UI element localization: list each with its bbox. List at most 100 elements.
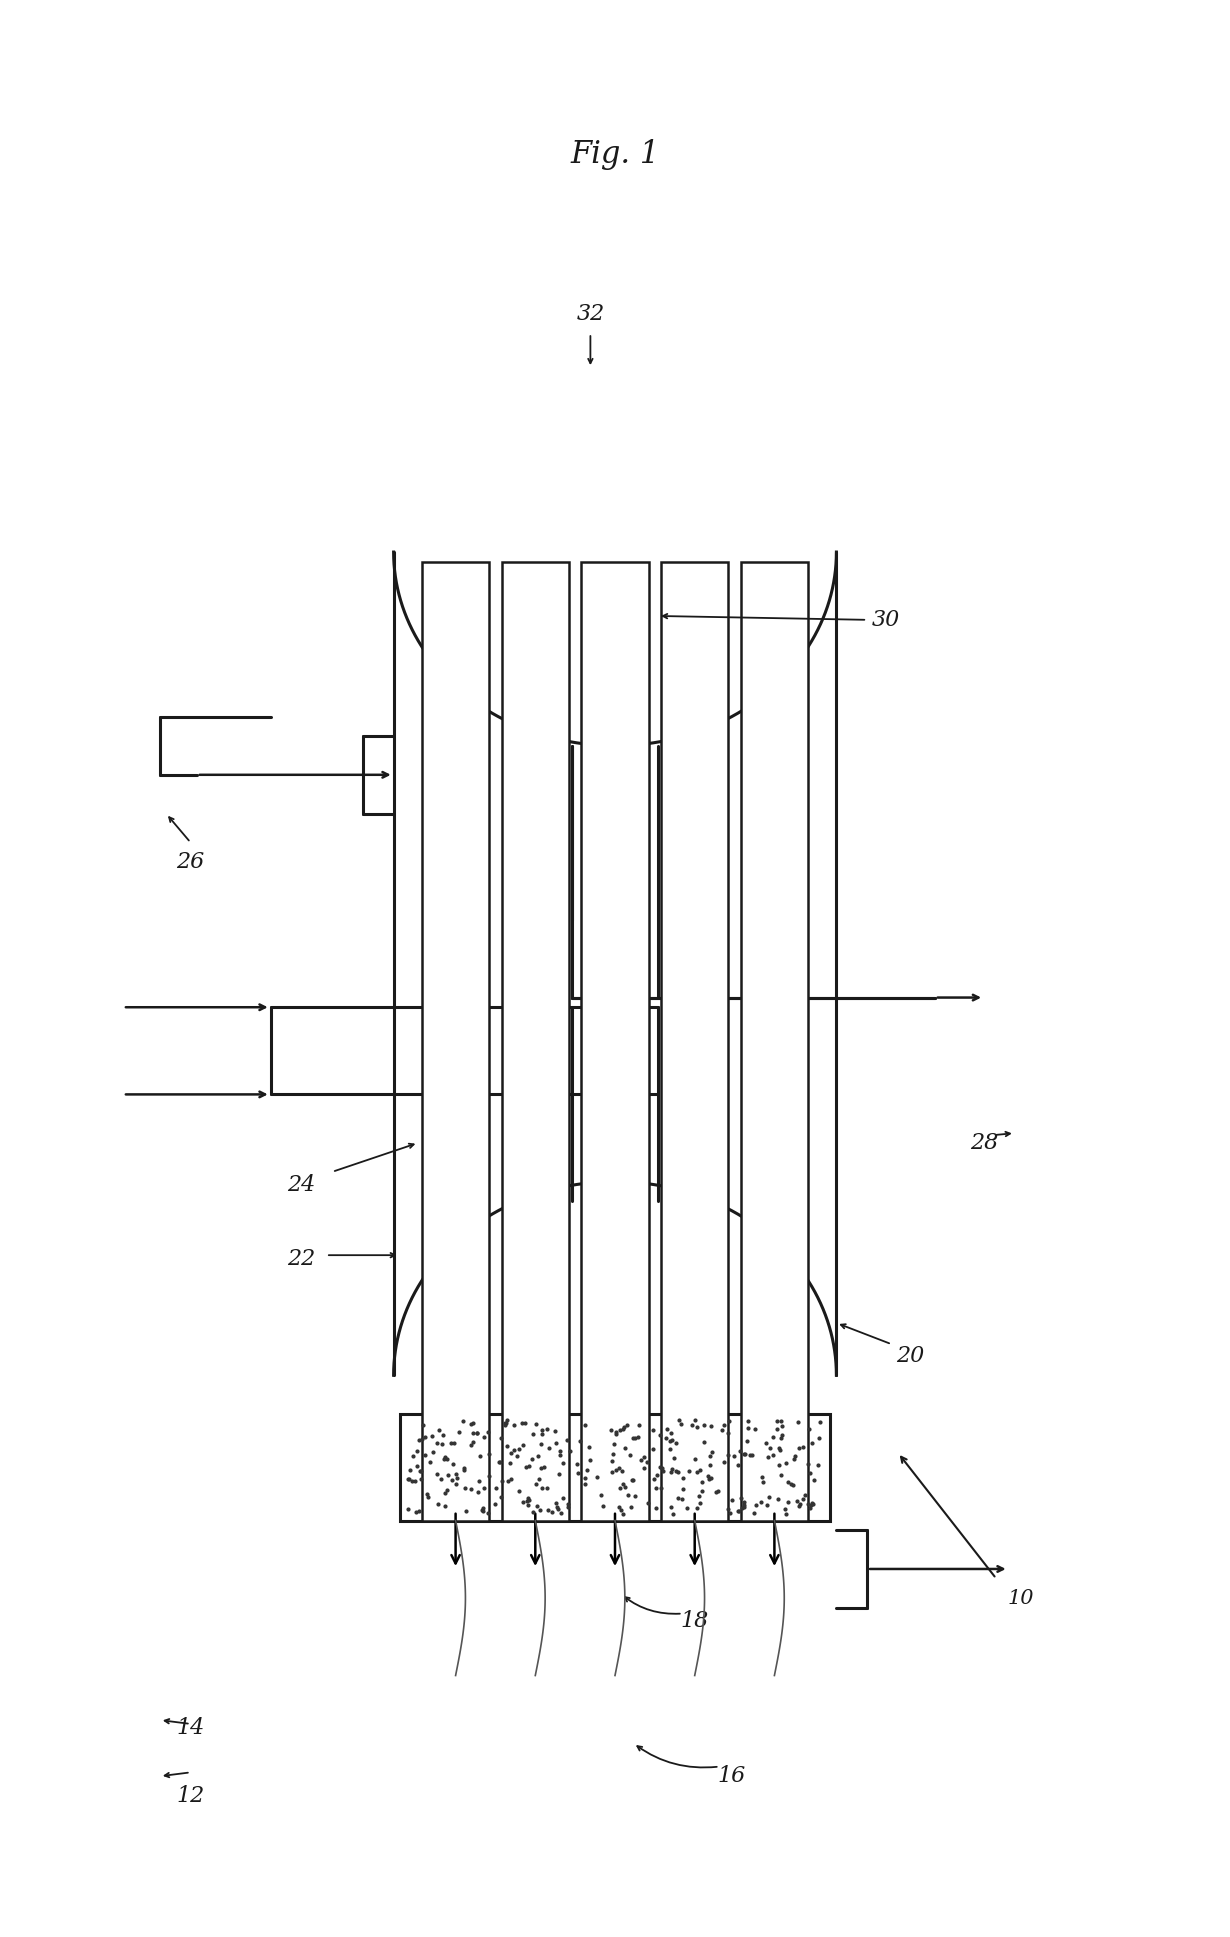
Point <box>691 1466 711 1497</box>
Point <box>638 1488 658 1519</box>
Point <box>801 1459 820 1490</box>
Point <box>437 1474 456 1505</box>
Point <box>688 1412 707 1443</box>
Point <box>609 1453 629 1484</box>
Point <box>785 1441 804 1472</box>
Point <box>538 1472 557 1503</box>
Point <box>423 1437 443 1468</box>
Point <box>571 1426 590 1457</box>
Point <box>561 1435 581 1466</box>
Point <box>763 1439 782 1470</box>
Point <box>647 1459 667 1490</box>
FancyBboxPatch shape <box>594 746 637 794</box>
Point <box>769 1484 788 1515</box>
Point <box>480 1439 499 1470</box>
Point <box>496 1410 515 1441</box>
Point <box>626 1422 646 1453</box>
Point <box>661 1418 680 1449</box>
Point <box>803 1488 823 1519</box>
Point <box>611 1495 631 1526</box>
Point <box>529 1441 549 1472</box>
Point <box>745 1490 765 1521</box>
Point <box>437 1443 456 1474</box>
Text: 10: 10 <box>1007 1588 1034 1608</box>
Point <box>574 1410 594 1441</box>
Point <box>418 1482 438 1513</box>
Point <box>694 1426 713 1457</box>
Point <box>415 1422 434 1453</box>
Point <box>444 1428 464 1459</box>
Point <box>692 1476 712 1507</box>
Point <box>519 1451 539 1482</box>
Point <box>743 1439 763 1470</box>
Point <box>769 1431 788 1462</box>
Point <box>795 1480 814 1511</box>
Point <box>411 1457 430 1488</box>
Point <box>643 1433 663 1464</box>
Point <box>515 1451 535 1482</box>
Point <box>610 1472 630 1503</box>
Point <box>456 1495 476 1526</box>
Point <box>509 1433 529 1464</box>
Point <box>734 1486 754 1517</box>
Point <box>734 1439 754 1470</box>
Point <box>734 1439 754 1470</box>
Point <box>490 1447 509 1478</box>
Point <box>665 1455 685 1486</box>
Point <box>461 1430 481 1460</box>
Point <box>433 1420 453 1451</box>
Point <box>497 1404 517 1435</box>
Point <box>504 1410 524 1441</box>
Point <box>533 1472 552 1503</box>
Point <box>550 1459 569 1490</box>
Point <box>574 1468 594 1499</box>
Point <box>756 1490 776 1521</box>
Point <box>700 1441 720 1472</box>
Text: 26: 26 <box>177 850 204 874</box>
Point <box>542 1497 562 1528</box>
Point <box>407 1435 427 1466</box>
Point <box>507 1441 526 1472</box>
Point <box>464 1428 483 1459</box>
Point <box>615 1433 635 1464</box>
Point <box>652 1453 672 1484</box>
Point <box>403 1441 423 1472</box>
Point <box>480 1460 499 1491</box>
Point <box>557 1491 577 1522</box>
Point <box>535 1451 555 1482</box>
Point <box>752 1462 771 1493</box>
Bar <box>740 562 808 1521</box>
Point <box>399 1464 418 1495</box>
Point <box>603 1437 622 1468</box>
Point <box>600 1414 620 1445</box>
Point <box>793 1484 813 1515</box>
Point <box>706 1476 726 1507</box>
Point <box>406 1497 426 1528</box>
Point <box>669 1404 689 1435</box>
Point <box>776 1493 796 1524</box>
Point <box>635 1453 654 1484</box>
Point <box>455 1453 475 1484</box>
Point <box>613 1497 632 1528</box>
Point <box>501 1464 520 1495</box>
Point <box>811 1406 830 1437</box>
Point <box>518 1490 538 1521</box>
Point <box>467 1418 487 1449</box>
Point <box>646 1493 665 1524</box>
Point <box>486 1472 506 1503</box>
Point <box>653 1457 673 1488</box>
Point <box>793 1431 813 1462</box>
Point <box>405 1466 424 1497</box>
Point <box>615 1472 635 1503</box>
Point <box>724 1441 744 1472</box>
Point <box>498 1464 518 1495</box>
Point <box>621 1491 641 1522</box>
Point <box>530 1495 550 1526</box>
Point <box>678 1491 697 1522</box>
Point <box>427 1428 446 1459</box>
Point <box>729 1435 749 1466</box>
Point <box>567 1449 587 1480</box>
Text: 22: 22 <box>288 1247 315 1271</box>
Point <box>412 1424 432 1455</box>
Text: 20: 20 <box>897 1344 924 1368</box>
